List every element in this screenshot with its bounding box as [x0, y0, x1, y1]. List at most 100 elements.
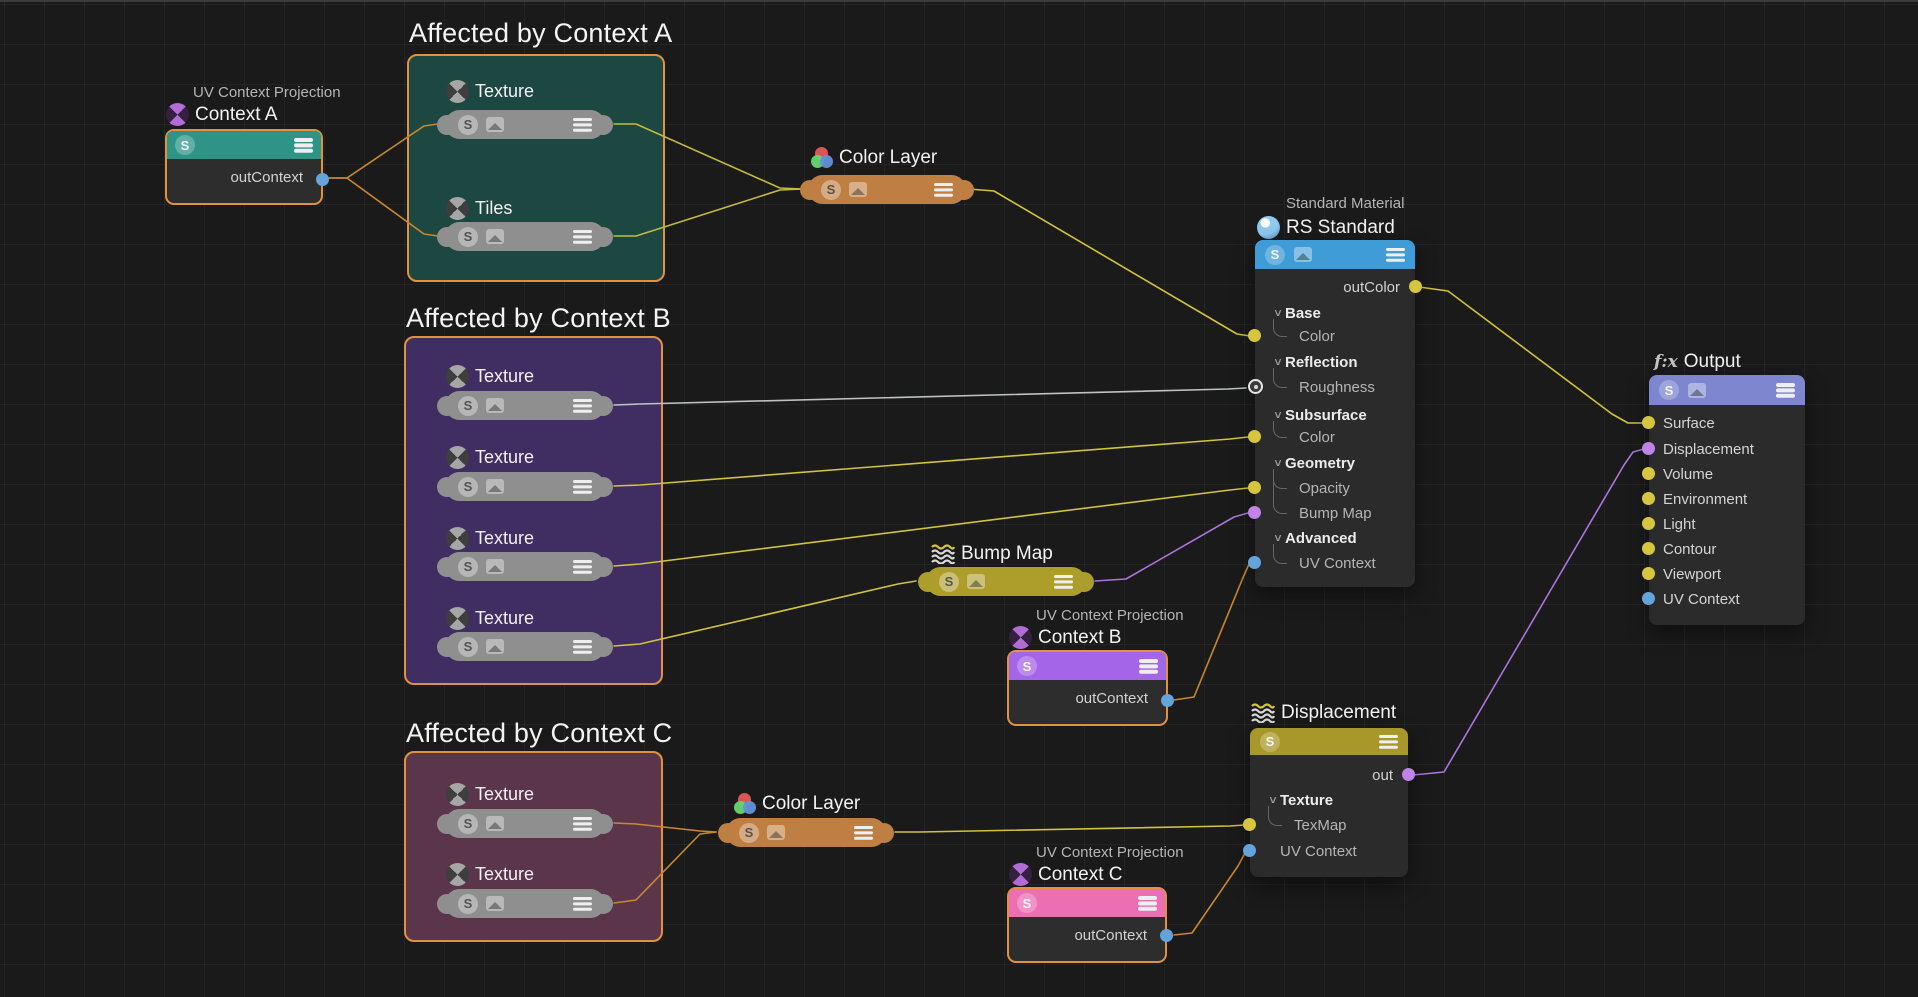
menu-icon[interactable] — [573, 229, 592, 234]
wire-textureb1-roughness[interactable] — [613, 387, 1247, 406]
menu-icon[interactable] — [1386, 247, 1405, 252]
volume-port[interactable] — [1642, 467, 1655, 480]
uv-context-port[interactable] — [1243, 844, 1256, 857]
image-preview-icon[interactable] — [486, 816, 504, 831]
bump-map-port[interactable] — [1248, 506, 1261, 519]
environment-port[interactable] — [1642, 492, 1655, 505]
wire-displacement-output[interactable] — [1412, 448, 1645, 776]
contour-port[interactable] — [1642, 542, 1655, 555]
wire-colorlayer1-basecolor[interactable] — [968, 188, 1251, 337]
uv-context-port[interactable] — [1642, 592, 1655, 605]
surface-port[interactable] — [1642, 416, 1655, 429]
solo-toggle-icon[interactable]: S — [458, 226, 478, 247]
solo-toggle-icon[interactable]: S — [175, 135, 195, 155]
wire-colorlayer2-texmap[interactable] — [894, 824, 1245, 833]
wire-contextc-uvcontext[interactable] — [1173, 852, 1246, 936]
image-preview-icon[interactable] — [486, 896, 504, 911]
solo-toggle-icon[interactable]: S — [458, 395, 478, 416]
rs-standard-node[interactable]: S outColor ˅ Base Color ˅ Reflection Rough… — [1248, 240, 1422, 587]
displacement-node[interactable]: S out ˅ Texture TexMap UV Context — [1243, 728, 1415, 877]
menu-icon[interactable] — [573, 559, 592, 564]
menu-icon[interactable] — [854, 825, 873, 830]
texture-a-pill[interactable]: S — [437, 110, 613, 139]
solo-toggle-icon[interactable]: S — [1017, 656, 1037, 676]
solo-toggle-icon[interactable]: S — [458, 114, 478, 135]
solo-toggle-icon[interactable]: S — [1260, 731, 1280, 752]
menu-icon[interactable] — [573, 398, 592, 403]
context-c-node[interactable]: S outContext — [1007, 887, 1173, 963]
menu-icon[interactable] — [1138, 896, 1157, 900]
subsurface-color-port[interactable] — [1248, 430, 1261, 443]
viewport-port[interactable] — [1642, 567, 1655, 580]
image-preview-icon[interactable] — [486, 479, 504, 494]
uv-context-port[interactable] — [1248, 556, 1261, 569]
image-preview-icon[interactable] — [1688, 382, 1706, 398]
tiles-pill[interactable]: S — [437, 222, 613, 251]
color-layer-1-pill[interactable]: S — [800, 175, 974, 204]
menu-icon[interactable] — [573, 639, 592, 644]
image-preview-icon[interactable] — [767, 825, 785, 840]
collapse-chevron[interactable]: ˅ — [1274, 531, 1282, 545]
solo-toggle-icon[interactable]: S — [458, 813, 478, 834]
menu-icon[interactable] — [294, 138, 313, 142]
collapse-chevron[interactable]: ˅ — [1269, 793, 1277, 807]
solo-toggle-icon[interactable]: S — [1017, 893, 1037, 913]
image-preview-icon[interactable] — [849, 182, 867, 197]
wire-bumpmap-rs[interactable] — [1094, 512, 1249, 582]
menu-icon[interactable] — [1776, 383, 1795, 387]
solo-toggle-icon[interactable]: S — [821, 179, 841, 200]
menu-icon[interactable] — [1054, 574, 1073, 579]
solo-toggle-icon[interactable]: S — [458, 556, 478, 577]
light-port[interactable] — [1642, 517, 1655, 530]
image-preview-icon[interactable] — [967, 574, 985, 589]
outcontext-port[interactable] — [1161, 694, 1174, 707]
displacement-port[interactable] — [1642, 442, 1655, 455]
roughness-port[interactable] — [1248, 379, 1263, 394]
wire-outcolor-surface[interactable] — [1418, 286, 1645, 424]
menu-icon[interactable] — [1379, 734, 1398, 739]
solo-toggle-icon[interactable]: S — [939, 571, 959, 592]
solo-toggle-icon[interactable]: S — [1265, 244, 1285, 265]
texture-b1-pill[interactable]: S — [437, 391, 613, 420]
solo-toggle-icon[interactable]: S — [458, 893, 478, 914]
opacity-port[interactable] — [1248, 481, 1261, 494]
texture-c2-pill[interactable]: S — [437, 889, 613, 918]
texture-b3-pill[interactable]: S — [437, 552, 613, 581]
out-port[interactable] — [1402, 768, 1415, 781]
collapse-chevron[interactable]: ˅ — [1274, 355, 1282, 369]
wire-textureb2-subsurface[interactable] — [613, 436, 1249, 487]
context-a-node[interactable]: S outContext — [165, 129, 329, 205]
image-preview-icon[interactable] — [486, 639, 504, 654]
color-layer-2-pill[interactable]: S — [718, 818, 894, 847]
solo-toggle-icon[interactable]: S — [458, 636, 478, 657]
collapse-chevron[interactable]: ˅ — [1274, 408, 1282, 422]
collapse-chevron[interactable]: ˅ — [1274, 456, 1282, 470]
image-preview-icon[interactable] — [1294, 247, 1312, 262]
menu-icon[interactable] — [1139, 659, 1158, 663]
solo-toggle-icon[interactable]: S — [1659, 380, 1679, 400]
outcontext-port[interactable] — [316, 173, 329, 186]
output-node[interactable]: S Surface Displacement Volume Environmen… — [1642, 375, 1805, 625]
image-preview-icon[interactable] — [486, 398, 504, 413]
image-preview-icon[interactable] — [486, 117, 504, 132]
image-preview-icon[interactable] — [486, 229, 504, 244]
menu-icon[interactable] — [934, 182, 953, 187]
menu-icon[interactable] — [573, 896, 592, 901]
outcontext-port[interactable] — [1160, 929, 1173, 942]
solo-toggle-icon[interactable]: S — [739, 822, 759, 843]
texmap-port[interactable] — [1243, 818, 1256, 831]
solo-toggle-icon[interactable]: S — [458, 476, 478, 497]
context-b-node[interactable]: S outContext — [1007, 650, 1174, 726]
outcolor-port[interactable] — [1409, 280, 1422, 293]
wire-contextb-uvcontext[interactable] — [1173, 563, 1250, 701]
base-color-port[interactable] — [1248, 329, 1261, 342]
menu-icon[interactable] — [573, 479, 592, 484]
menu-icon[interactable] — [573, 117, 592, 122]
texture-c1-pill[interactable]: S — [437, 809, 613, 838]
image-preview-icon[interactable] — [486, 559, 504, 574]
texture-b4-pill[interactable]: S — [437, 632, 613, 661]
bump-map-pill[interactable]: S — [918, 567, 1094, 596]
texture-b2-pill[interactable]: S — [437, 472, 613, 501]
menu-icon[interactable] — [573, 816, 592, 821]
